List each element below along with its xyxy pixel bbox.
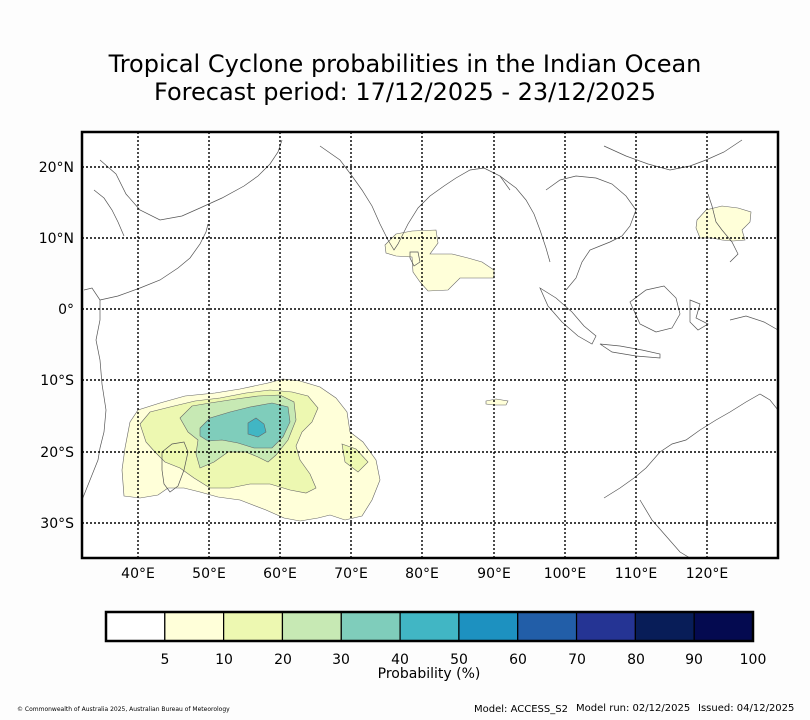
java-coastline	[599, 343, 661, 359]
bay-of-bengal-coastline	[499, 175, 551, 263]
lon-label-40: 40°E	[121, 566, 155, 582]
mozambique-channel-10pct-patch	[341, 443, 369, 473]
india-coastline	[319, 145, 511, 251]
colorbar-tick-20: 20	[274, 652, 292, 668]
arabia-coastline	[99, 139, 283, 221]
colorbar-box-2	[223, 611, 284, 642]
lat-label-10s: 10°S	[40, 373, 74, 389]
southeast-asia-coastline	[545, 175, 637, 291]
central-indian-ocean-5pct	[485, 398, 509, 406]
australia-west-coastline	[639, 499, 691, 558]
lat-label-0: 0°	[58, 302, 74, 318]
chart-title: Tropical Cyclone probabilities in the In…	[0, 50, 810, 106]
colorbar-tick-60: 60	[509, 652, 527, 668]
title-line-2: Forecast period: 17/12/2025 - 23/12/2025	[154, 78, 656, 106]
colorbar-tick-100: 100	[740, 652, 767, 668]
lon-label-60: 60°E	[263, 566, 297, 582]
colorbar-box-7	[517, 611, 578, 642]
colorbar-tick-70: 70	[568, 652, 586, 668]
lat-label-10n: 10°N	[39, 231, 74, 247]
south-indian-ocean-40pct	[247, 417, 267, 438]
colorbar-box-4	[340, 611, 401, 642]
lon-axis-labels: 40°E 50°E 60°E 70°E 80°E 90°E 100°E 110°…	[121, 566, 728, 582]
china-coastline	[603, 139, 743, 171]
lon-label-120: 120°E	[686, 566, 729, 582]
colorbar-boxes	[105, 611, 754, 642]
gridlines	[82, 132, 778, 558]
colorbar-title: Probability (%)	[378, 666, 481, 682]
philippines-coastline	[707, 193, 739, 263]
lon-label-90: 90°E	[477, 566, 511, 582]
madagascar-coastline	[161, 441, 189, 493]
colorbar-box-1	[164, 611, 225, 642]
lat-axis-labels: 20°N 10°N 0° 10°S 20°S 30°S	[39, 160, 74, 532]
sumatra-coastline	[539, 287, 597, 345]
colorbar-tick-30: 30	[332, 652, 350, 668]
colorbar-tick-50: 50	[450, 652, 468, 668]
map-content	[82, 139, 778, 558]
new-guinea-coastline	[729, 315, 778, 331]
colorbar-box-10	[693, 611, 754, 642]
sri-lanka-coastline	[409, 251, 421, 267]
lat-label-20n: 20°N	[39, 160, 74, 176]
colorbar-tick-10: 10	[215, 652, 233, 668]
model-run-date: Model run: 02/12/2025	[576, 703, 691, 714]
lat-label-30s: 30°S	[40, 516, 74, 532]
lon-label-100: 100°E	[544, 566, 587, 582]
copyright-notice: © Commonwealth of Australia 2025, Austra…	[17, 706, 230, 713]
sulawesi-coastline	[689, 299, 709, 331]
colorbar-box-9	[634, 611, 695, 642]
coastlines	[82, 139, 778, 558]
lon-label-50: 50°E	[192, 566, 226, 582]
colorbar-box-5	[399, 611, 460, 642]
colorbar-tick-80: 80	[627, 652, 645, 668]
colorbar-tick-90: 90	[685, 652, 703, 668]
colorbar-tick-5: 5	[161, 652, 170, 668]
colorbar-box-8	[575, 611, 636, 642]
lon-label-70: 70°E	[334, 566, 368, 582]
south-indian-ocean-30pct	[199, 402, 291, 449]
issued-date: Issued: 04/12/2025	[698, 703, 795, 714]
lon-label-80: 80°E	[405, 566, 439, 582]
red-sea-coastline	[93, 189, 125, 237]
colorbar-box-0	[105, 611, 166, 642]
model-name: Model: ACCESS_S2	[474, 704, 568, 715]
horn-of-africa-coastline	[99, 223, 209, 301]
borneo-coastline	[629, 285, 681, 333]
lat-label-20s: 20°S	[40, 445, 74, 461]
map-frame	[80, 130, 780, 560]
title-line-1: Tropical Cyclone probabilities in the In…	[108, 50, 702, 78]
colorbar: 5 10 20 30 40 50 60 70 80 90 100 Probabi…	[104, 610, 767, 682]
colorbar-frame	[104, 610, 755, 643]
colorbar-tick-labels: 5 10 20 30 40 50 60 70 80 90 100	[161, 652, 767, 668]
lon-label-110: 110°E	[615, 566, 658, 582]
colorbar-tick-40: 40	[391, 652, 409, 668]
africa-coastline	[82, 287, 107, 501]
colorbar-box-3	[281, 611, 342, 642]
colorbar-box-6	[458, 611, 519, 642]
